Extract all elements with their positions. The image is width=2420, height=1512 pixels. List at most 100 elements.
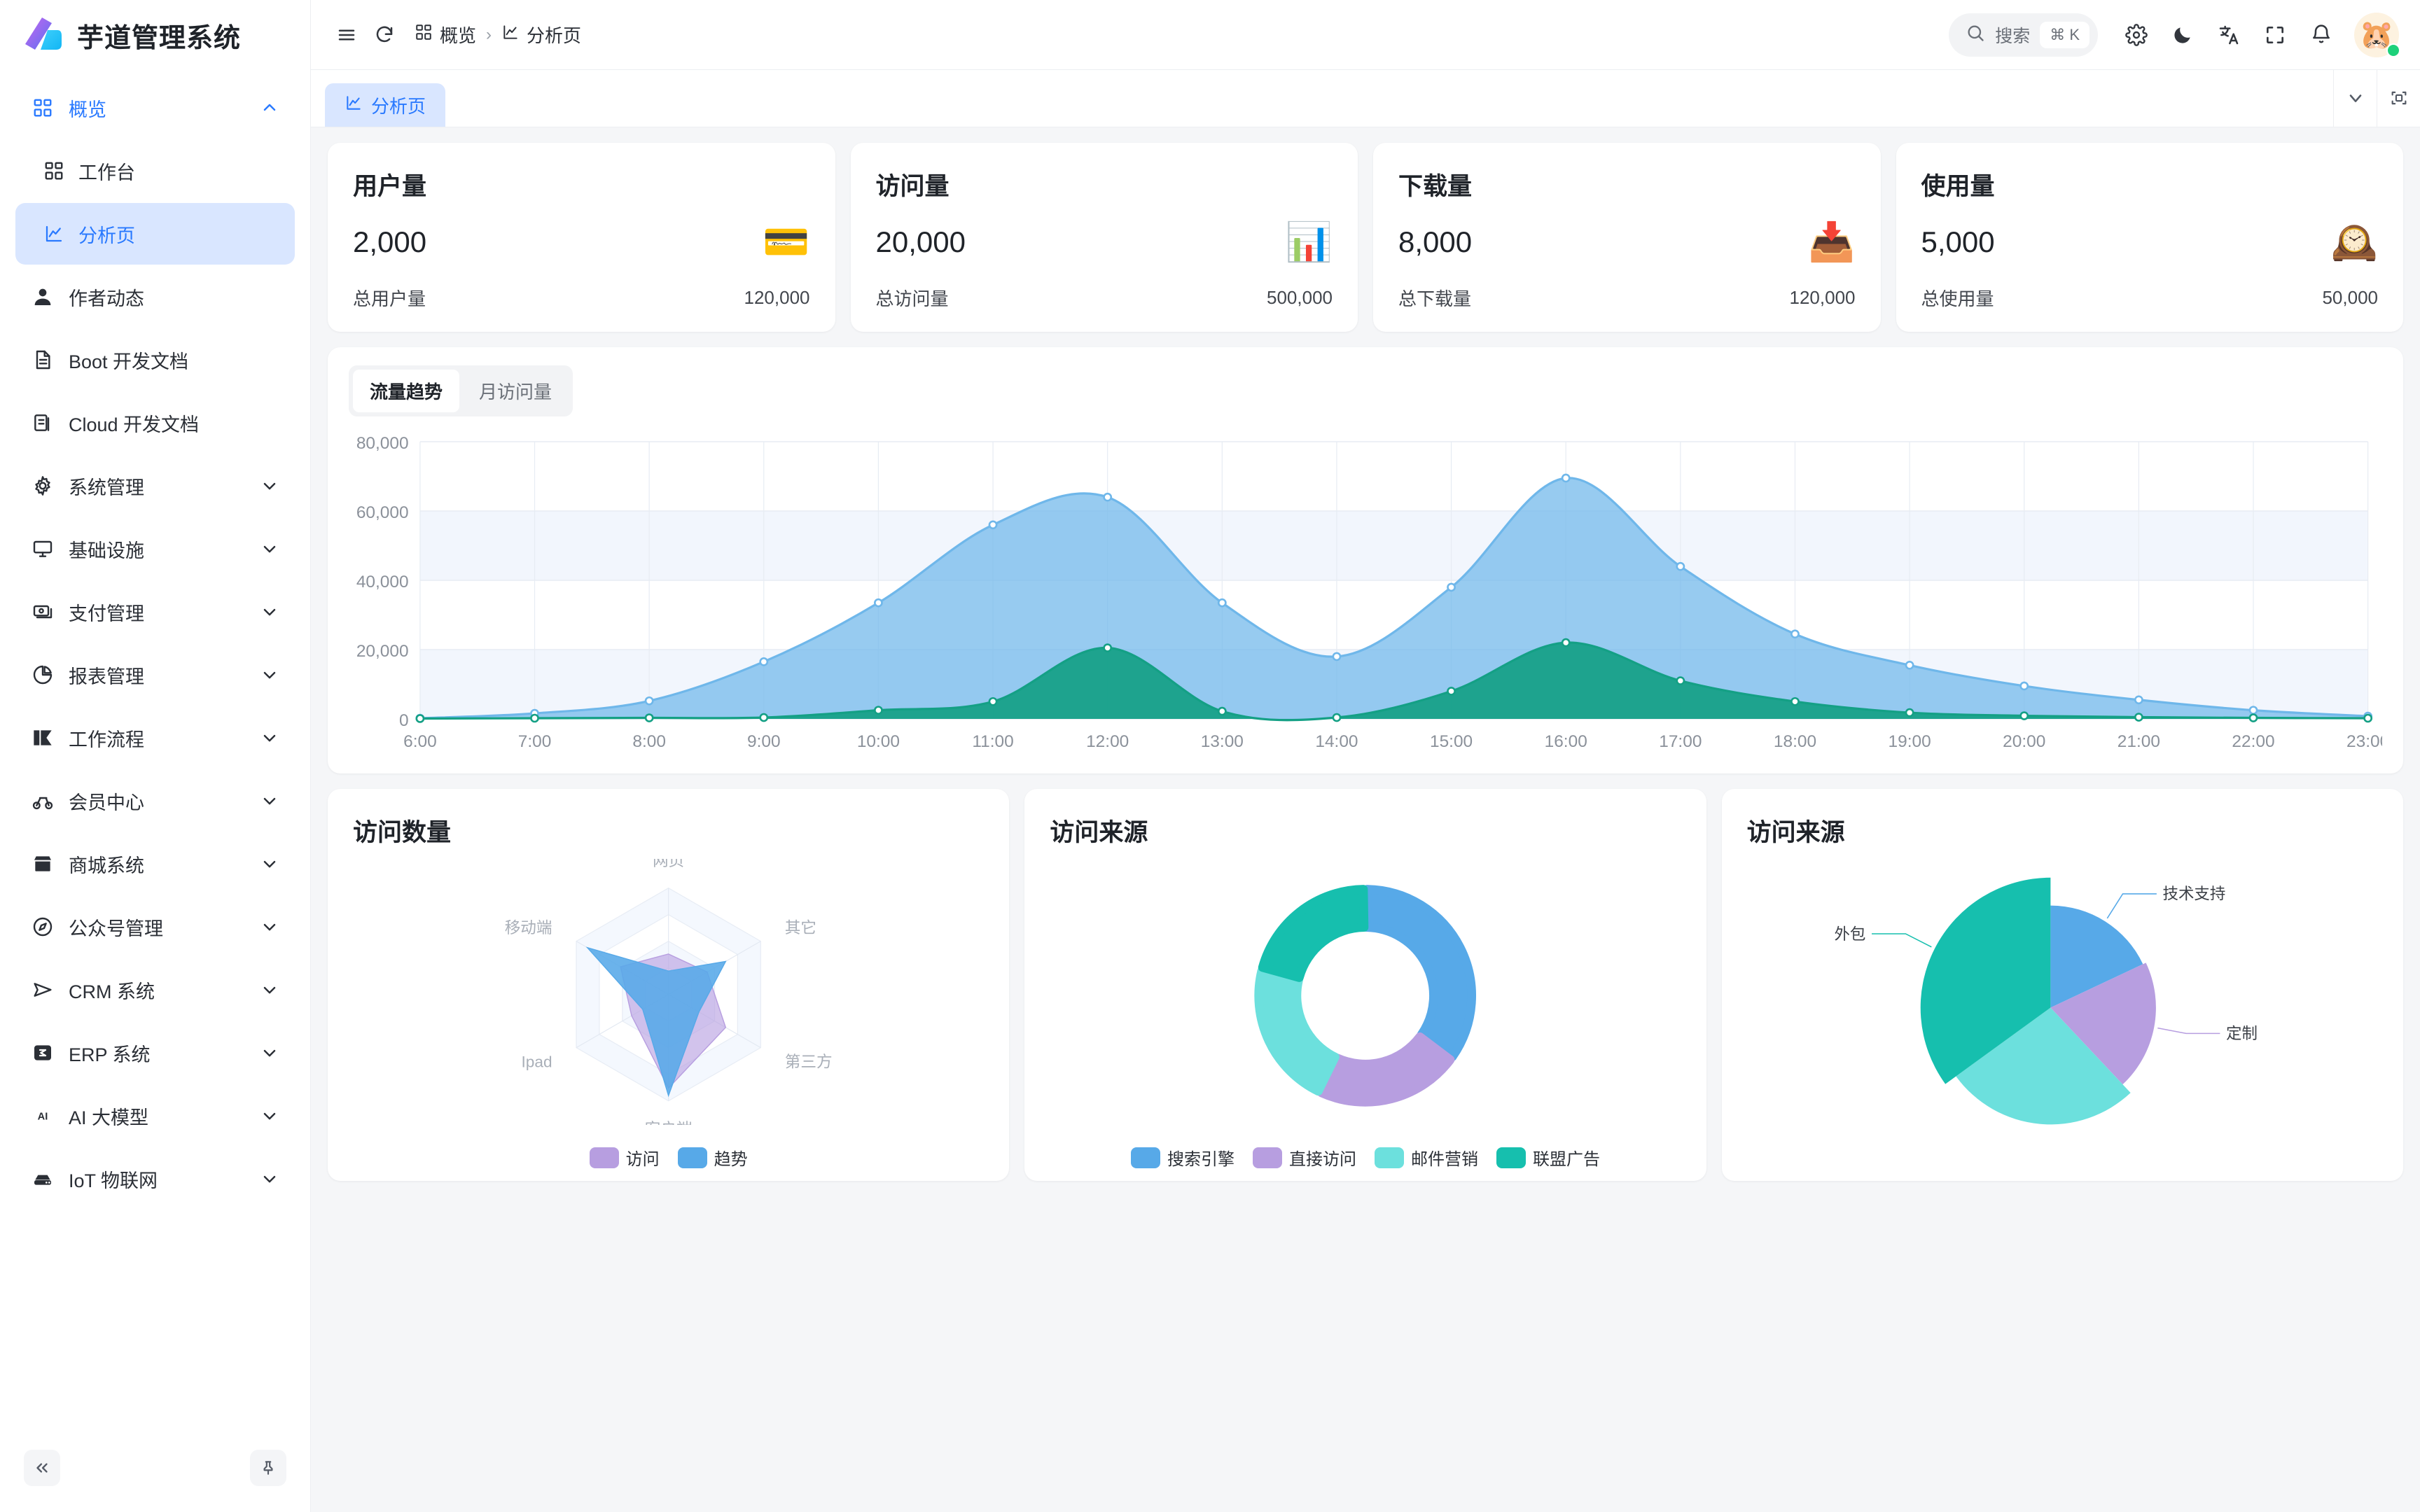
refresh-icon[interactable] [366,16,403,54]
sidebar-item-12[interactable]: 商城系统 [15,833,295,895]
chevron-down-icon[interactable] [260,917,279,937]
chevron-down-icon[interactable] [2333,69,2377,127]
chevron-down-icon[interactable] [260,539,279,559]
sidebar-item-2[interactable]: 分析页 [15,203,295,265]
maximize-icon[interactable] [2377,69,2420,127]
chevron-down-icon[interactable] [260,476,279,496]
hamburger-icon[interactable] [328,16,366,54]
stat-foot-label: 总用户量 [353,288,426,309]
svg-text:23:00: 23:00 [2346,732,2382,751]
gear-icon[interactable] [2113,12,2160,58]
sidebar-item-14[interactable]: CRM 系统 [15,959,295,1021]
brand[interactable]: 芋道管理系统 [0,0,310,70]
sidebar-item-0[interactable]: 概览 [15,77,295,139]
send-icon [31,978,55,1002]
stat-footer-row: 总使用量 50,000 [1921,285,2379,311]
stat-title: 使用量 [1921,173,1995,200]
svg-text:40,000: 40,000 [356,573,409,592]
card-title: 访问来源 [1746,819,1845,846]
sidebar-item-4[interactable]: Boot 开发文档 [15,329,295,391]
tab-analysis[interactable]: 分析页 [325,83,446,127]
sidebar-item-9[interactable]: 报表管理 [15,644,295,706]
sidebar-item-label: 会员中心 [69,792,144,813]
stat-foot-value: 500,000 [1267,287,1333,308]
chevron-down-icon[interactable] [260,980,279,1000]
sidebar-item-8[interactable]: 支付管理 [15,581,295,643]
status-badge [2386,43,2400,57]
legend-item-0[interactable]: 搜索引擎 [1130,1145,1235,1170]
legend-item-2[interactable]: 邮件营销 [1374,1145,1478,1170]
legend-item-1[interactable]: 趋势 [677,1145,748,1170]
chevron-down-icon[interactable] [260,1043,279,1063]
clock-icon: 🕰️ [2330,221,2378,263]
legend-label: 搜索引擎 [1167,1150,1235,1169]
legend-item-0[interactable]: 访问 [589,1145,660,1170]
sidebar-item-label: 公众号管理 [69,918,163,939]
stat-footer-row: 总访问量 500,000 [876,285,1333,311]
bell-icon[interactable] [2298,12,2344,58]
sidebar-item-label: 工作流程 [69,729,144,750]
svg-text:22:00: 22:00 [2232,732,2274,751]
stat-title: 访问量 [875,173,950,200]
stat-card-row: 用户量 2,000 💳 总用户量 120,000 访问量 20,000 📊 总访问量 500,00… [328,143,2403,332]
sidebar-item-1[interactable]: 工作台 [15,140,295,202]
chevron-down-icon[interactable] [260,854,279,874]
shop-icon [31,852,55,876]
legend-item-1[interactable]: 直接访问 [1252,1145,1356,1170]
search-input[interactable]: 搜索 ⌘ K [1949,13,2098,57]
stat-title: 下载量 [1398,173,1473,200]
svg-text:12:00: 12:00 [1086,732,1129,751]
stat-foot-label: 总下载量 [1398,288,1472,309]
svg-text:21:00: 21:00 [2118,732,2160,751]
sidebar-item-label: 基础设施 [69,540,144,561]
avatar[interactable]: 🐹 [2354,12,2400,57]
chevron-down-icon[interactable] [260,728,279,748]
sidebar-collapse-button[interactable] [24,1450,60,1486]
avatar-image: 🐹 [2354,12,2399,57]
sidebar-item-7[interactable]: 基础设施 [15,518,295,580]
chevron-down-icon[interactable] [260,665,279,685]
grid-icon [415,23,433,46]
stat-foot-label: 总访问量 [875,288,949,309]
iot-icon [31,1167,55,1191]
sidebar-item-6[interactable]: 系统管理 [15,455,295,517]
translate-icon[interactable] [2206,12,2252,58]
app-logo-icon [21,13,64,57]
trend-tab-traffic[interactable]: 流量趋势 [353,370,460,412]
sidebar-item-11[interactable]: 会员中心 [15,770,295,832]
svg-text:6:00: 6:00 [403,732,437,751]
legend-swatch [589,1147,619,1168]
sidebar-item-13[interactable]: 公众号管理 [15,896,295,958]
chart-icon [345,94,363,117]
moon-icon[interactable] [2160,12,2206,58]
stat-foot-label: 总使用量 [1921,288,1994,309]
sidebar-item-label: CRM 系统 [69,981,155,1002]
donut-chart-card: 访问来源 搜索引擎 直接访问 邮件营销 联盟广告 [1024,789,1706,1181]
legend-item-3[interactable]: 联盟广告 [1496,1145,1600,1170]
svg-text:外包: 外包 [1834,925,1865,943]
sidebar-item-10[interactable]: 工作流程 [15,707,295,769]
radar-svg: 网页其它第三方客户端 Ipad 移动端 [505,852,833,1138]
chevron-up-icon[interactable] [260,98,279,118]
grid-icon [43,160,64,181]
sidebar-item-17[interactable]: IoT 物联网 [15,1148,295,1210]
chevron-down-icon[interactable] [260,602,279,622]
sidebar-item-3[interactable]: 作者动态 [15,266,295,328]
sidebar-pin-button[interactable] [250,1450,286,1486]
breadcrumb-item-overview[interactable]: 概览 [415,22,476,48]
expand-icon[interactable] [2252,12,2298,58]
donut-svg [1254,885,1477,1107]
chevron-down-icon[interactable] [260,1169,279,1189]
svg-text:20,000: 20,000 [356,642,409,661]
chevron-down-icon[interactable] [260,1106,279,1126]
trend-tab-monthly[interactable]: 月访问量 [479,382,552,402]
svg-text:定制: 定制 [2226,1025,2258,1042]
sidebar-item-16[interactable]: AI AI 大模型 [15,1085,295,1147]
chevron-down-icon[interactable] [260,791,279,811]
chart-icon [501,23,520,46]
breadcrumb-item-analysis[interactable]: 分析页 [501,22,581,48]
sidebar-item-5[interactable]: Cloud 开发文档 [15,392,295,454]
stat-value: 20,000 [875,225,966,258]
stat-footer-row: 总下载量 120,000 [1398,285,1856,311]
sidebar-item-15[interactable]: ERP 系统 [15,1022,295,1084]
